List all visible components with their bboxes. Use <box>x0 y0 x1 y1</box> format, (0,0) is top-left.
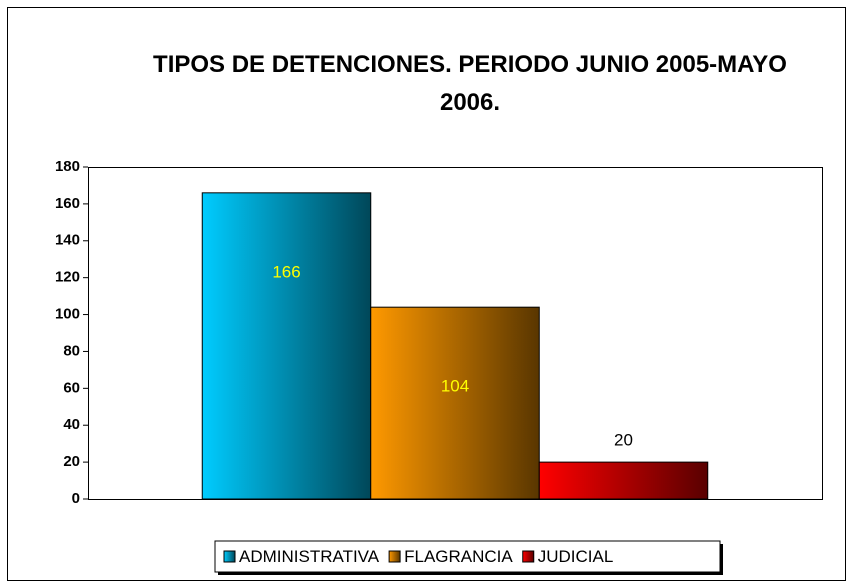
chart-title: TIPOS DE DETENCIONES. PERIODO JUNIO 2005… <box>153 51 787 116</box>
y-tick-label: 120 <box>55 269 80 286</box>
legend-swatch <box>223 550 236 563</box>
data-label: 104 <box>441 377 469 396</box>
bar <box>538 461 709 500</box>
y-tick-label: 180 <box>55 158 80 175</box>
y-tick-label: 140 <box>55 232 80 249</box>
legend <box>214 540 721 573</box>
bar <box>370 306 540 500</box>
y-tick-label: 0 <box>72 490 80 507</box>
y-tick-label: 40 <box>63 416 80 433</box>
data-label: 166 <box>272 262 300 281</box>
y-tick-label: 80 <box>63 342 80 359</box>
bar <box>201 192 372 500</box>
data-label: 20 <box>614 431 633 450</box>
legend-label: FLAGRANCIA <box>404 547 513 566</box>
legend-swatch <box>388 550 401 563</box>
legend-label: ADMINISTRATIVA <box>239 547 380 566</box>
y-tick-label: 100 <box>55 306 80 323</box>
y-tick-label: 20 <box>63 453 80 470</box>
y-tick-label: 160 <box>55 195 80 212</box>
legend-swatch <box>522 550 535 563</box>
legend-label: JUDICIAL <box>538 547 614 566</box>
y-tick-label: 60 <box>63 379 80 396</box>
